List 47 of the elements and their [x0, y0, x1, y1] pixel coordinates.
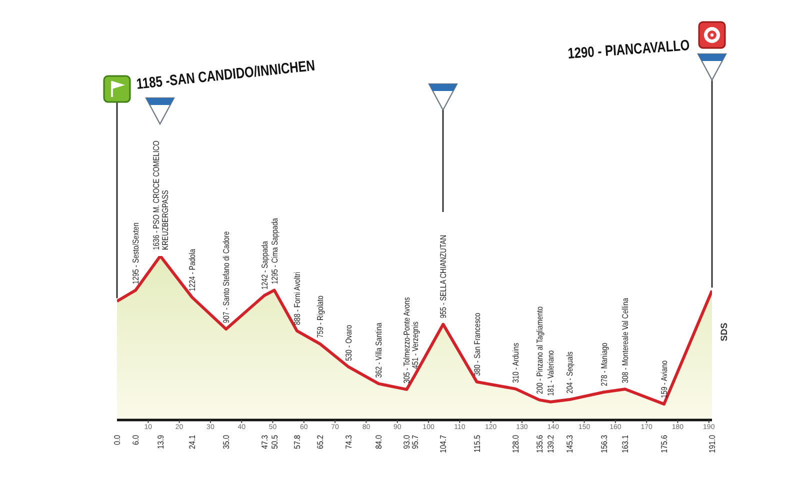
text: SDS [719, 322, 730, 342]
x2-tick-label: 24.1 [188, 435, 198, 450]
text: 1185 -SAN CANDIDO/INNICHEN [136, 57, 316, 92]
x2-tick-label: 191.0 [707, 434, 718, 454]
x2-tick-label: 156.3 [599, 434, 610, 454]
data-label: 380 - San Francesco [472, 312, 482, 376]
data-label: 308 - Montereale Val Cellina [620, 297, 630, 384]
x2-tick-label: 135.6 [534, 434, 545, 454]
x2-tick-label: 47.3 [260, 434, 270, 450]
data-label: 1636 - PSO M. CROCE COMELICO KREUZBERGPASS [151, 140, 170, 250]
x2-tick-label: 115.5 [472, 434, 482, 453]
data-label: 759 - Rigolato [315, 296, 326, 338]
x2-tick-label: 35.0 [221, 434, 232, 450]
x2-tick-label: 163.1 [620, 435, 630, 454]
data-label: 1295 - Sesto/Sexten [130, 222, 141, 284]
x2-tick-label: 175.6 [659, 434, 670, 454]
data-label: 181 - Valeriano [546, 350, 556, 396]
x2-tick-label: 74.3 [344, 434, 354, 450]
data-label: 310 - Arduins [511, 342, 521, 383]
x2-tick-label: 84.0 [374, 434, 384, 450]
data-label: 907 - Santo Stefano di Cadore [221, 231, 232, 324]
x2-tick-label: 50.5 [270, 434, 280, 450]
x2-tick-label: 0.0 [112, 434, 122, 446]
data-label: 1295 - Cima Sappada [270, 217, 280, 284]
data-label: 200 - Pinzano al Tagliamento [534, 306, 545, 394]
data-label: 278 - Maniago [599, 342, 610, 386]
data-label: 305 - Tolmezzo-Ponte Avons [402, 297, 412, 384]
x2-tick-label: 6.0 [131, 434, 141, 446]
text: 1290 - PIANCAVALLO [567, 36, 690, 62]
data-label: 955 - SELLA CHIANZUTAN [438, 234, 448, 318]
data-label: 530 - Ovaro [344, 325, 354, 361]
x2-tick-label: 95.7 [410, 435, 420, 450]
x2-tick-label: 65.2 [316, 435, 326, 450]
data-label: 451 - Verzegnis [410, 321, 420, 369]
data-label: 362 - Villa Santina [374, 322, 384, 378]
data-label: 1242 - Sappada [260, 240, 270, 290]
x2-tick-label: 139.2 [546, 435, 556, 454]
data-label: 1224 - Padola [187, 248, 198, 292]
x2-tick-label: 145.3 [565, 434, 575, 454]
x2-tick-label: 128.0 [511, 434, 521, 454]
x2-tick-label: 93.0 [402, 434, 412, 450]
x2-tick-label: 57.8 [292, 434, 302, 450]
x2-tick-label: 104.7 [438, 435, 448, 454]
data-label: 888 - Forni Avoltri [292, 272, 302, 325]
data-label: 159 - Aviano [659, 360, 670, 398]
x2-tick-label: 13.9 [156, 435, 166, 450]
data-label: 204 - Sequals [564, 352, 575, 394]
